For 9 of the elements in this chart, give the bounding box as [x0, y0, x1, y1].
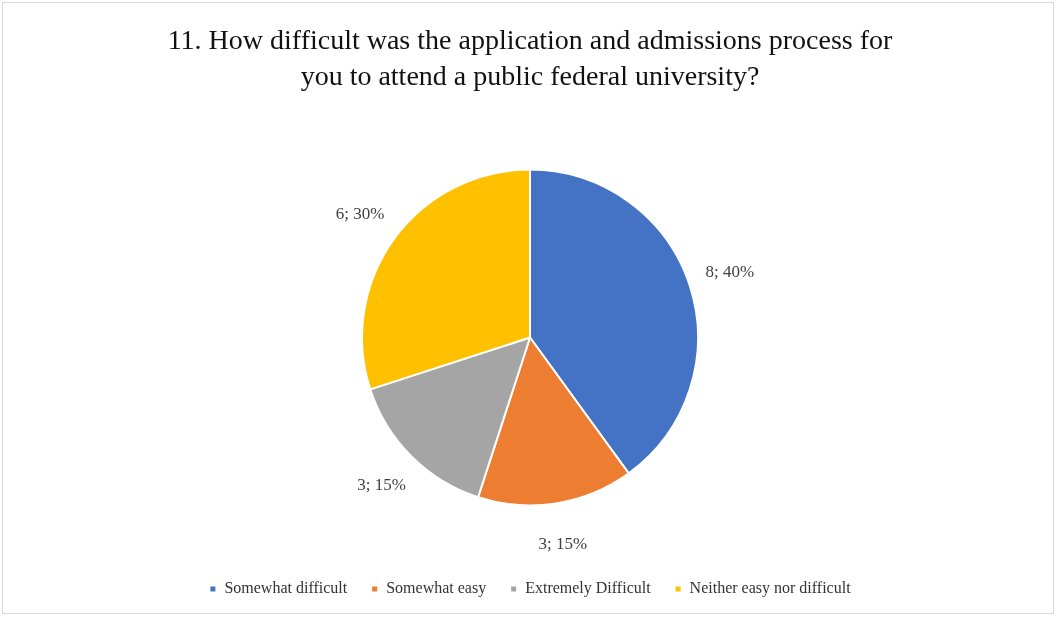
- data-label: 6; 30%: [335, 203, 385, 223]
- legend-label: Extremely Difficult: [525, 579, 652, 598]
- legend-label: Somewhat difficult: [224, 579, 348, 597]
- data-label: 3; 15%: [357, 475, 406, 495]
- legend-label: Somewhat easy: [386, 579, 487, 598]
- chart-title: 11. How difficult was the application and admissions process for you to attend a public federal university?: [166, 23, 894, 93]
- data-label: 8; 40%: [705, 262, 755, 282]
- data-label: 3; 15%: [538, 534, 588, 554]
- legend-label: Neither easy nor difficult: [689, 579, 852, 598]
